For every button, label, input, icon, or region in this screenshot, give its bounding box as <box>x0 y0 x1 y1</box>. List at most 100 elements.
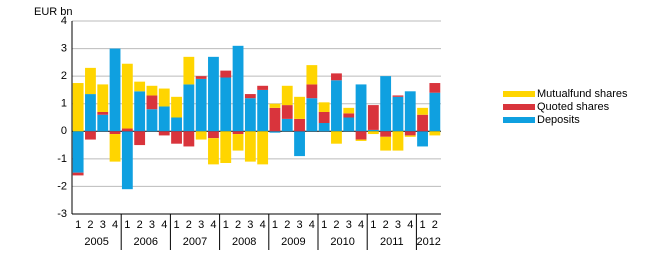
bar-segment <box>195 131 207 140</box>
bar-segment <box>220 77 232 132</box>
bar-segment <box>294 118 305 132</box>
x-tick-label: 1 <box>370 219 376 231</box>
x-tick-label: 4 <box>210 219 216 231</box>
bar-segment <box>318 102 330 112</box>
bar-segment <box>183 56 195 85</box>
bar-segment <box>380 131 392 137</box>
bar-segment <box>331 80 342 132</box>
bar-segment <box>208 131 219 139</box>
y-tick-label: -1 <box>57 153 67 165</box>
bar-segment <box>392 131 404 151</box>
x-tick-label: 1 <box>75 219 81 231</box>
bar-segment <box>134 81 146 92</box>
bar-segment <box>380 136 392 151</box>
bar-segment <box>121 131 133 190</box>
x-tick-label: 4 <box>358 219 364 231</box>
bar-segment <box>331 131 342 144</box>
x-tick-label: 1 <box>272 219 278 231</box>
bar-segment <box>171 131 182 144</box>
bar-segment <box>404 135 416 137</box>
bar-segment <box>121 63 133 129</box>
bar-segment <box>244 94 256 99</box>
x-tick-label: 2 <box>333 219 339 231</box>
bar-segment <box>257 131 269 165</box>
bar-segment <box>134 131 146 146</box>
x-tick-label: 2 <box>137 219 143 231</box>
bar-segment <box>343 117 355 132</box>
bar-segment <box>417 107 428 115</box>
y-tick-label: 1 <box>61 98 67 110</box>
bar-segment <box>306 98 318 132</box>
legend-label: Deposits <box>537 114 580 126</box>
bar-segment <box>417 131 428 147</box>
x-tick-label: 3 <box>149 219 155 231</box>
bar-segment <box>97 111 109 115</box>
bar-segment <box>404 91 416 132</box>
bar-segment <box>109 48 121 132</box>
bar-segment <box>97 114 109 132</box>
x-tick-label: 2 <box>284 219 290 231</box>
bar-segment <box>355 139 367 141</box>
x-tick-label: 4 <box>407 219 413 231</box>
x-tick-label: 2 <box>87 219 93 231</box>
bar-segment <box>232 134 244 151</box>
y-tick-label: -2 <box>57 180 67 192</box>
bar-segment <box>208 56 219 132</box>
x-tick-label: 2 <box>432 219 438 231</box>
bar-segment <box>380 76 392 132</box>
bar-segment <box>392 96 404 132</box>
bar-segment <box>158 88 170 107</box>
bar-segment <box>367 129 379 132</box>
y-tick-label: 0 <box>61 125 67 137</box>
bar-segment <box>257 89 269 132</box>
bar-segment <box>318 123 330 132</box>
bar-segment <box>367 105 379 130</box>
bar-segment <box>232 45 244 132</box>
year-label: 2006 <box>134 236 158 248</box>
bar-segment <box>244 131 256 162</box>
bar-segment <box>269 103 281 108</box>
bar-segment <box>121 128 133 132</box>
bar-segment <box>85 94 96 132</box>
x-tick-label: 4 <box>161 219 167 231</box>
bar-segment <box>109 134 121 162</box>
bar-segment <box>269 107 281 132</box>
bar-segment <box>146 109 158 132</box>
x-tick-label: 1 <box>419 219 425 231</box>
bar-segment <box>281 105 293 119</box>
bar-segment <box>404 131 416 136</box>
bar-segment <box>355 131 367 140</box>
bar-segment <box>97 84 109 112</box>
x-tick-label: 2 <box>383 219 389 231</box>
bar-segment <box>294 96 305 119</box>
bar-segment <box>109 131 121 135</box>
bar-segment <box>367 131 379 135</box>
bar-segment <box>85 131 96 140</box>
x-tick-label: 2 <box>235 219 241 231</box>
bar-segment <box>220 131 232 163</box>
bar-segment <box>72 83 84 132</box>
year-label: 2012 <box>416 236 440 248</box>
bar-segment <box>72 172 84 176</box>
bar-segment <box>269 131 281 133</box>
bar-segment <box>306 84 318 99</box>
bar-segment <box>146 85 158 96</box>
bar-segment <box>417 114 428 132</box>
x-tick-label: 3 <box>346 219 352 231</box>
legend-label: Quoted shares <box>537 101 610 113</box>
bar-segment <box>232 131 244 135</box>
bar-segment <box>318 111 330 124</box>
bar-segment <box>146 95 158 110</box>
y-tick-label: 2 <box>61 70 67 82</box>
bar-segment <box>281 85 293 106</box>
y-tick-label: 4 <box>61 15 67 27</box>
x-tick-label: 3 <box>100 219 106 231</box>
bar-segment <box>171 96 182 118</box>
y-tick-label: -3 <box>57 208 67 220</box>
x-tick-label: 3 <box>247 219 253 231</box>
x-tick-label: 4 <box>309 219 315 231</box>
bar-segment <box>355 84 367 132</box>
bar-segment <box>429 83 441 93</box>
bar-segment <box>331 73 342 81</box>
bar-segment <box>392 95 404 97</box>
